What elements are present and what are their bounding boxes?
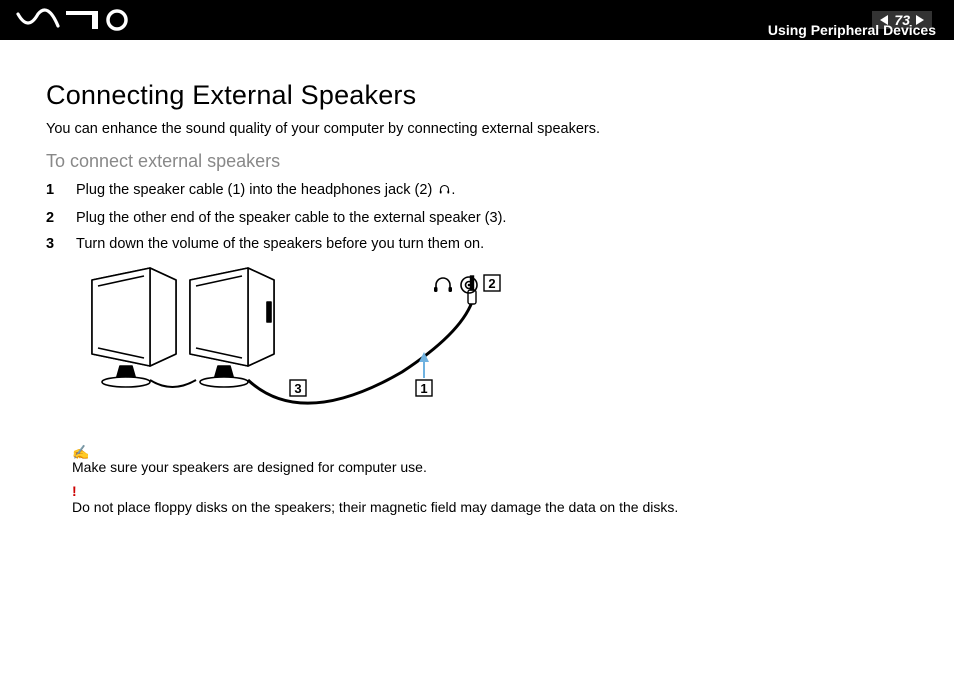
- step-3: 3 Turn down the volume of the speakers b…: [46, 236, 908, 252]
- step-text: Plug the other end of the speaker cable …: [76, 210, 506, 226]
- notes-block: ✍ Make sure your speakers are designed f…: [72, 445, 908, 515]
- section-subtitle: To connect external speakers: [46, 151, 908, 172]
- steps-list: 1 Plug the speaker cable (1) into the he…: [46, 182, 908, 252]
- callout-2-text: 2: [488, 276, 495, 291]
- vaio-logo: [16, 8, 136, 32]
- callout-3-text: 3: [294, 381, 301, 396]
- step-number: 3: [46, 236, 58, 252]
- intro-text: You can enhance the sound quality of you…: [46, 121, 908, 137]
- step-2: 2 Plug the other end of the speaker cabl…: [46, 210, 908, 226]
- step-number: 1: [46, 182, 58, 198]
- headphones-icon: [438, 183, 451, 200]
- warning-icon: !: [72, 483, 908, 499]
- page-header: 73 Using Peripheral Devices: [0, 0, 954, 40]
- note-icon: ✍: [72, 445, 908, 459]
- warning-text: Do not place floppy disks on the speaker…: [72, 499, 908, 515]
- step-1: 1 Plug the speaker cable (1) into the he…: [46, 182, 908, 200]
- step-text: Turn down the volume of the speakers bef…: [76, 236, 484, 252]
- page-title: Connecting External Speakers: [46, 80, 908, 111]
- connection-diagram: 2 1 3: [72, 262, 908, 437]
- step-text: Plug the speaker cable (1) into the head…: [76, 182, 455, 200]
- breadcrumb: Using Peripheral Devices: [768, 22, 936, 38]
- page-content: Connecting External Speakers You can enh…: [0, 40, 954, 535]
- callout-1-text: 1: [420, 381, 427, 396]
- step-number: 2: [46, 210, 58, 226]
- note-text: Make sure your speakers are designed for…: [72, 459, 908, 475]
